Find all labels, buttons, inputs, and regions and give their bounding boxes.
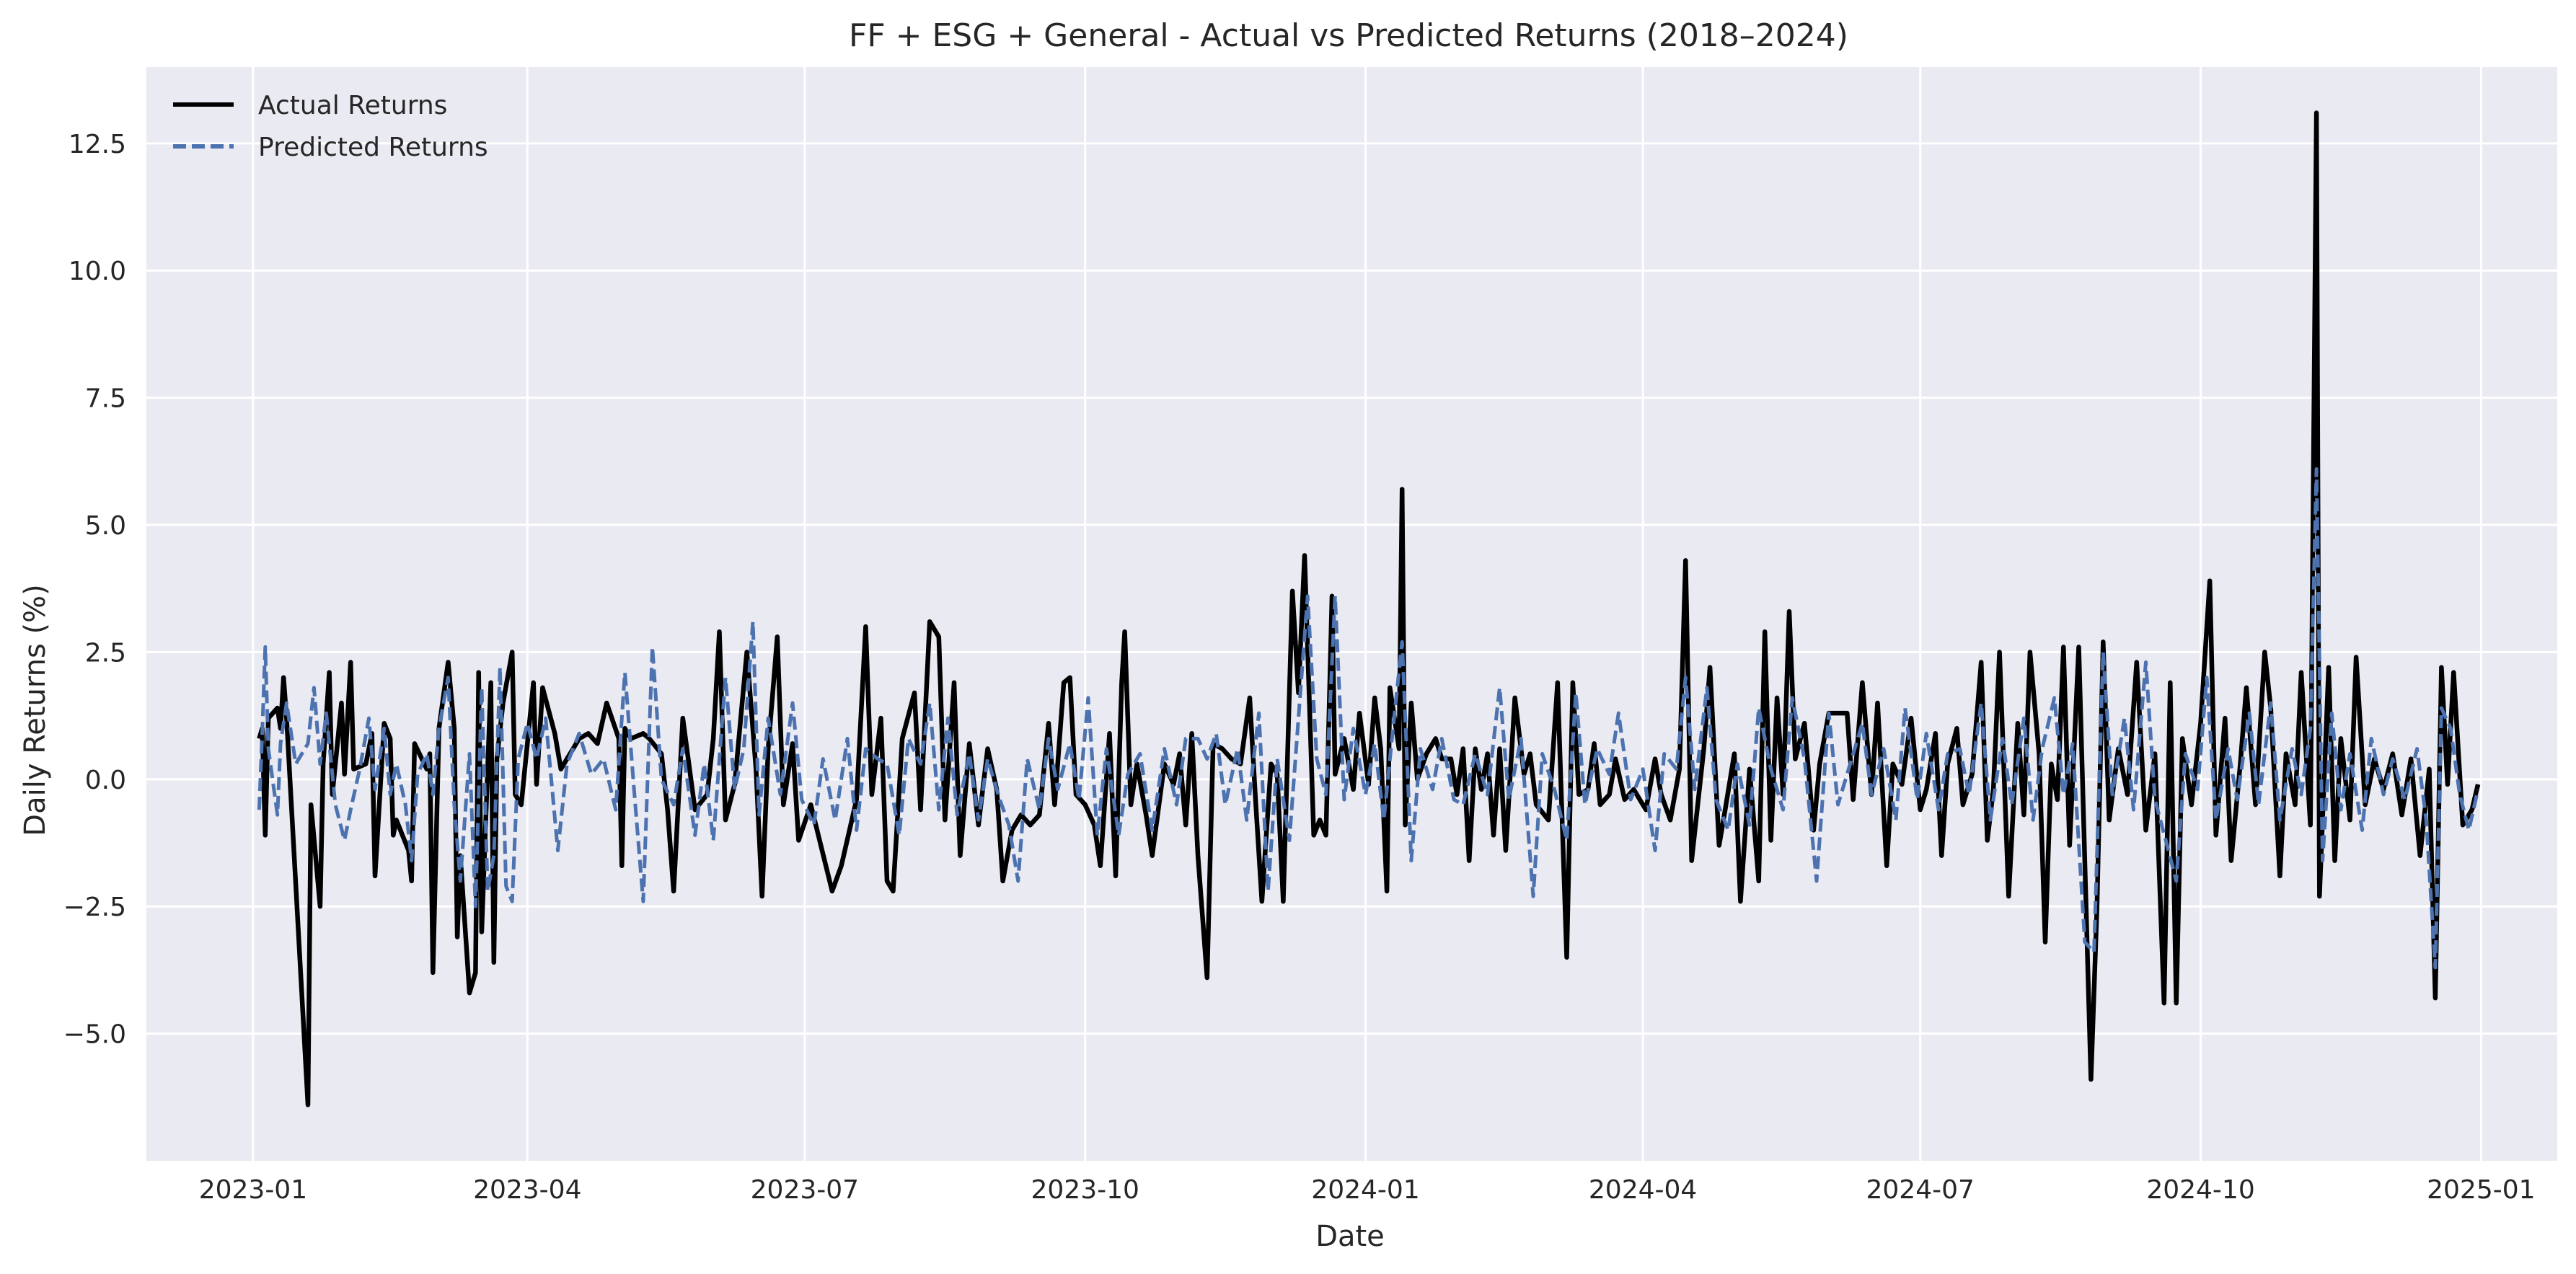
series-layer [257, 110, 2481, 1107]
chart-title: FF + ESG + General - Actual vs Predicted… [849, 17, 1848, 54]
actual-returns-line [257, 110, 2481, 1107]
y-tick-label: 2.5 [85, 638, 126, 668]
x-tick-label: 2023-01 [199, 1175, 307, 1205]
y-axis-label: Daily Returns (%) [19, 584, 52, 836]
x-axis-ticks: 2023-01 2023-04 2023-07 2023-10 2024-01 2024-… [199, 1175, 2536, 1205]
y-tick-label: 7.5 [85, 384, 126, 414]
y-tick-label: 5.0 [85, 511, 126, 541]
x-tick-label: 2024-04 [1589, 1175, 1697, 1205]
legend-label-actual: Actual Returns [258, 91, 447, 120]
x-tick-label: 2023-10 [1031, 1175, 1139, 1205]
plot-area [146, 67, 2557, 1161]
x-tick-label: 2023-04 [473, 1175, 581, 1205]
grid [146, 67, 2557, 1161]
x-tick-label: 2024-01 [1311, 1175, 1419, 1205]
y-tick-label: 10.0 [69, 257, 126, 286]
x-tick-label: 2024-10 [2146, 1175, 2254, 1205]
y-tick-label: 12.5 [69, 130, 126, 159]
y-tick-label: 0.0 [85, 766, 126, 795]
x-tick-label: 2023-07 [751, 1175, 859, 1205]
legend-label-predicted: Predicted Returns [258, 133, 488, 162]
x-tick-label: 2025-01 [2427, 1175, 2535, 1205]
x-axis-label: Date [1315, 1220, 1385, 1253]
y-tick-label: −5.0 [63, 1020, 126, 1050]
x-tick-label: 2024-07 [1866, 1175, 1974, 1205]
y-axis-ticks: −5.0 −2.5 0.0 2.5 5.0 7.5 10.0 12.5 [63, 130, 126, 1050]
legend: Actual Returns Predicted Returns [173, 91, 488, 162]
y-tick-label: −2.5 [63, 893, 126, 922]
